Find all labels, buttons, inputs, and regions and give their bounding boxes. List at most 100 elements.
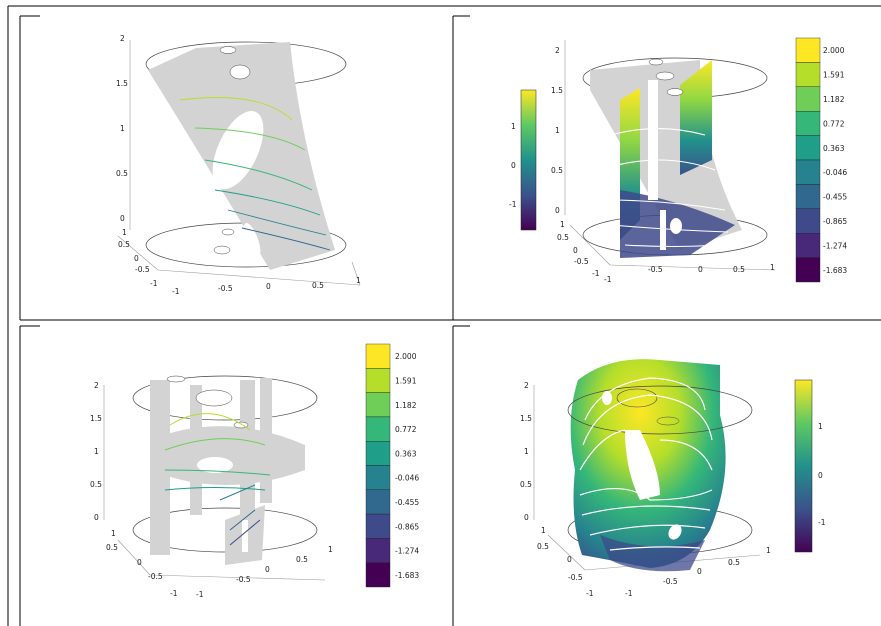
colorbar-level-block (365, 368, 391, 393)
z-tick-label: 1 (524, 447, 529, 456)
gray-slice (150, 380, 170, 555)
hole (195, 389, 233, 407)
x-tick-label: -0.5 (648, 265, 663, 274)
z-tick-label: 0.5 (90, 480, 102, 489)
colorbar-level-label: 2.000 (823, 46, 845, 55)
colorbar-discrete: 2.000 1.591 1.182 0.772 0.363 -0.046 -0.455 -0.… (795, 37, 847, 283)
colorbar-level-block (795, 62, 821, 88)
colorbar-level-block (365, 465, 391, 490)
z-tick-label: 1.5 (551, 86, 563, 95)
y-tick-labels: 1 0.5 0 -0.5 -1 (118, 228, 158, 288)
contour-lines (579, 377, 713, 551)
panel-top-left: 2 1.5 1 0.5 0 1 0.5 0 -0.5 -1 -1 -0.5 0 … (116, 34, 361, 296)
colorbar-level-label: -1.274 (395, 547, 419, 556)
z-tick-labels: 2 1.5 1 0.5 0 (520, 381, 532, 522)
x-tick-label: 0 (698, 265, 703, 274)
z-tick-label: 0.5 (520, 480, 532, 489)
x-tick-label: 1 (766, 546, 771, 555)
colorbar-level-block (365, 441, 391, 466)
colorbar-level-label: 0.363 (823, 144, 845, 153)
colorbar-level-label: -1.683 (395, 571, 419, 580)
colorbar-discrete: 2.000 1.591 1.182 0.772 0.363 -0.046 -0.455 -0.… (365, 343, 419, 588)
y-tick-label: -1 (170, 589, 178, 598)
z-tick-label: 0 (94, 513, 99, 522)
hole (625, 430, 660, 500)
y-tick-label: 0.5 (118, 240, 130, 249)
x-tick-label: 1 (356, 276, 361, 285)
colorbar-level-block (795, 86, 821, 112)
white-gap (660, 210, 666, 250)
y-tick-label: 0.5 (537, 542, 549, 551)
colorbar-level-label: 1.182 (823, 95, 845, 104)
x-tick-label: -1 (172, 287, 180, 296)
colorbar-ticks: 1 0 -1 (509, 122, 517, 209)
hole (219, 46, 237, 54)
colorbar-level-label: -0.865 (823, 217, 847, 226)
x-tick-label: 0.5 (728, 558, 740, 567)
colorbar-level-label: -0.046 (823, 168, 847, 177)
y-tick-labels: 1 0.5 0 -0.5 -1 (537, 526, 594, 598)
x-tick-label: 0.5 (733, 265, 745, 274)
x-tick-label: -0.5 (663, 577, 678, 586)
y-tick-label: 1 (541, 526, 546, 535)
z-tick-label: 2 (524, 381, 529, 390)
z-tick-label: 2 (94, 381, 99, 390)
colorbar-level-label: -0.046 (395, 474, 419, 483)
z-tick-label: 1 (120, 124, 125, 133)
gray-slice (260, 378, 272, 503)
colorbar-level-block (365, 513, 391, 539)
y-tick-label: 1 (122, 228, 127, 237)
gray-slice (240, 380, 255, 535)
colorbar-level-label: -1.274 (823, 241, 847, 250)
x-tick-label: -0.5 (218, 284, 233, 293)
x-tick-label: 0.5 (312, 281, 324, 290)
y-tick-label: 1 (111, 529, 116, 538)
z-tick-labels: 2 1.5 1 0.5 0 (116, 34, 128, 223)
colorbar-level-block (365, 538, 391, 563)
colorbar-tick-label: 0 (511, 161, 516, 170)
hole (212, 111, 264, 189)
gray-ring (150, 426, 305, 485)
top-disc (567, 385, 753, 435)
x-tick-labels: -1 -0.5 0 0.5 1 (172, 276, 361, 296)
colorbar-level-label: 2.000 (395, 352, 417, 361)
colorbar-continuous (520, 89, 537, 231)
colorbar-tick-label: 1 (511, 122, 516, 131)
panel-bottom-left: 2.000 1.591 1.182 0.772 0.363 -0.046 -0.455 -0.… (90, 343, 419, 599)
z-tick-label: 1.5 (90, 414, 102, 423)
y-tick-label: 1 (560, 220, 565, 229)
y-tick-label: -1 (586, 589, 594, 598)
z-tick-label: 1 (94, 447, 99, 456)
colorbar-level-block (365, 489, 391, 515)
axes-box (103, 385, 326, 581)
colorbar-level-block (795, 184, 821, 209)
colorbar-level-block (795, 208, 821, 234)
colorbar-level-block (365, 562, 391, 588)
z-tick-label: 0.5 (116, 169, 128, 178)
colorbar-level-label: 1.591 (823, 71, 845, 80)
x-tick-label: 1 (328, 545, 333, 554)
colorbar-level-block (795, 110, 821, 136)
x-tick-label: -1 (604, 275, 612, 284)
y-tick-label: -1 (592, 269, 600, 278)
colorbar-continuous (794, 379, 813, 553)
axes-box (117, 40, 361, 286)
y-tick-label: 0.5 (106, 543, 118, 552)
hole (656, 416, 680, 426)
top-disc (132, 375, 318, 421)
contour-lines (179, 97, 331, 251)
contour-lines (164, 413, 271, 546)
y-tick-label: 0 (573, 246, 578, 255)
x-tick-label: -1 (625, 589, 633, 598)
y-tick-labels: 1 0.5 0 -0.5 -1 (557, 220, 600, 278)
hole (197, 457, 233, 473)
z-tick-label: 0 (120, 214, 125, 223)
colorbar-level-block (795, 159, 821, 185)
colorbar-level-block (795, 232, 821, 258)
colorbar-level-block (795, 135, 821, 161)
colorbar-level-label: 0.772 (395, 425, 417, 434)
y-tick-label: 0 (567, 555, 572, 564)
hole (221, 228, 235, 236)
colorbar-level-block (365, 392, 391, 418)
